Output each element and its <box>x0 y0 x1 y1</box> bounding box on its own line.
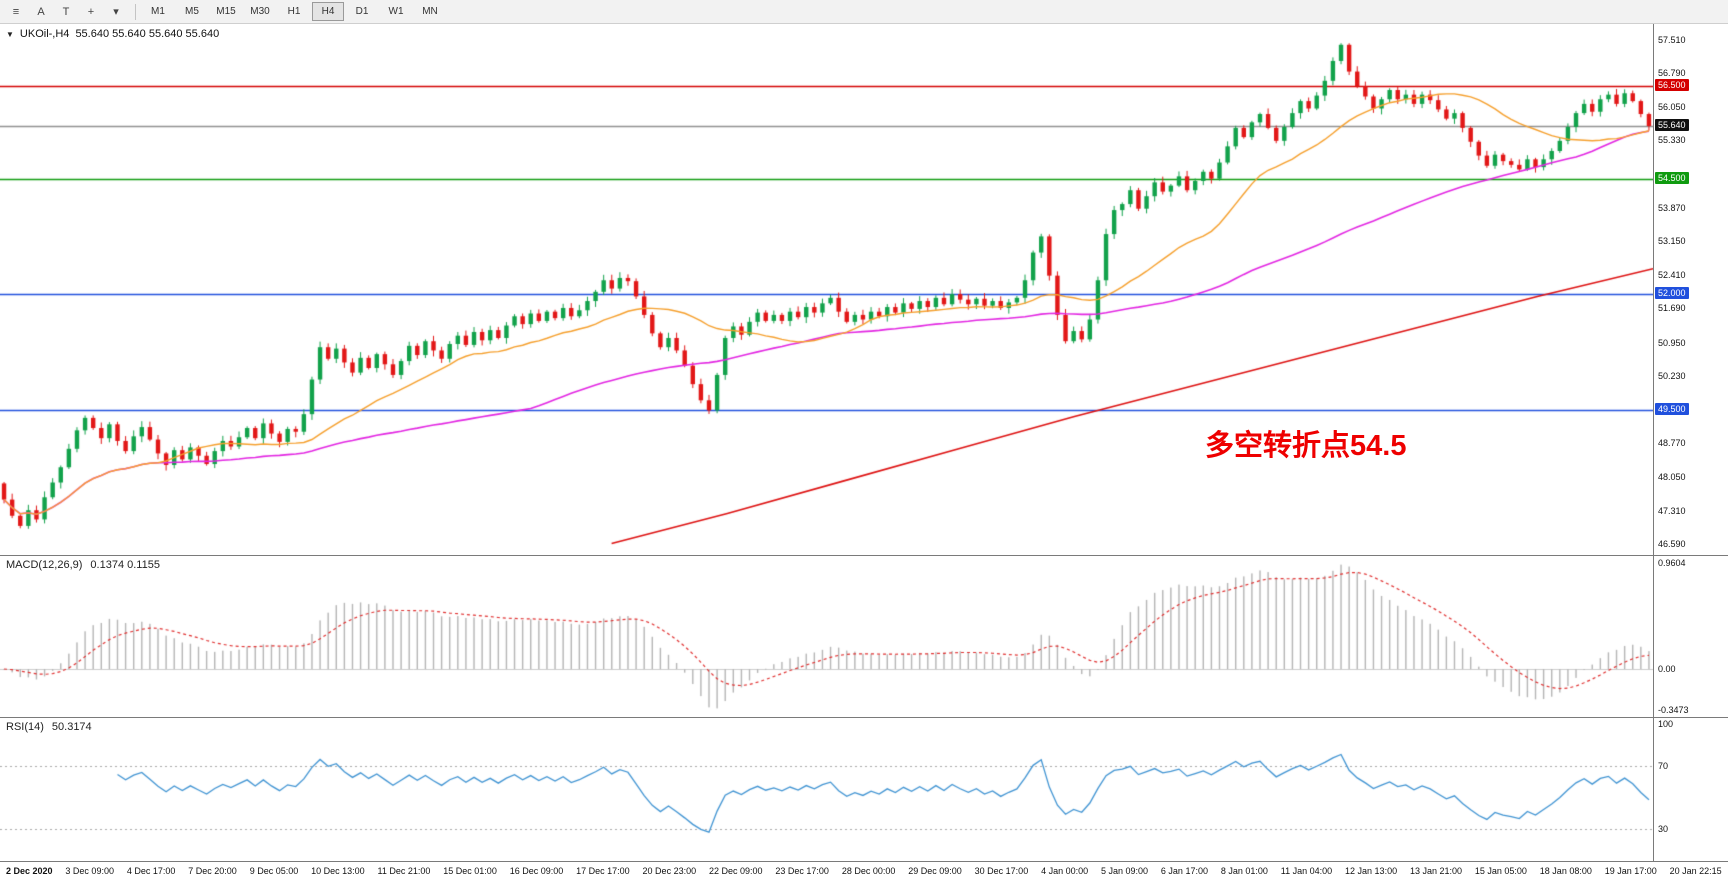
price-tick-label: 53.870 <box>1658 202 1686 213</box>
price-tick-label: 51.690 <box>1658 303 1686 314</box>
price-tick-label: 50.230 <box>1658 370 1686 381</box>
text-tool-icon[interactable]: T <box>62 5 70 18</box>
tools-dropdown-icon[interactable]: ▾ <box>113 6 119 18</box>
time-axis-label: 29 Dec 09:00 <box>908 866 962 876</box>
timeframe-button-m15[interactable]: M15 <box>216 6 236 17</box>
price-tick-label: 56.790 <box>1658 67 1686 78</box>
time-axis-label: 4 Dec 17:00 <box>126 866 176 876</box>
crosshair-icon[interactable]: + <box>87 5 95 18</box>
macd-axis-zero-label: 0.00 <box>1658 664 1676 675</box>
price-tick-label: 50.950 <box>1658 337 1686 348</box>
main-chart-panel: ▼ UKOil-,H4 55.640 55.640 55.640 55.640 … <box>0 24 1728 556</box>
time-axis-label: 9 Dec 05:00 <box>249 866 299 876</box>
timeframe-button-m30[interactable]: M30 <box>250 6 270 17</box>
price-tick-label: 47.310 <box>1658 505 1686 516</box>
macd-values: 0.1374 0.1155 <box>90 559 160 571</box>
time-axis-label: 20 Jan 22:15 <box>1669 866 1722 876</box>
toolbar: ≡ A T + ▾ M1 M5 M15 M30 H1 H4 D1 W1 MN <box>0 0 1728 24</box>
macd-scale[interactable]: 0.9604 0.00 -0.3473 <box>1653 556 1728 717</box>
timeframe-button-group: M1 M5 M15 M30 H1 H4 D1 W1 MN <box>142 2 448 21</box>
time-axis-label: 5 Jan 09:00 <box>1101 866 1149 876</box>
timeframe-button-m1[interactable]: M1 <box>151 6 165 17</box>
collapse-triangle-icon[interactable]: ▼ <box>6 29 14 39</box>
time-axis-label: 4 Jan 00:00 <box>1041 866 1089 876</box>
price-level-badge: 55.640 <box>1655 119 1689 132</box>
price-tick-label: 57.510 <box>1658 34 1686 45</box>
cursor-mode-icon[interactable]: A <box>37 5 45 18</box>
price-tick-label: 55.330 <box>1658 135 1686 146</box>
symbol-title: UKOil-,H4 <box>19 28 70 40</box>
time-axis-label: 23 Dec 17:00 <box>775 866 829 876</box>
macd-indicator-canvas[interactable] <box>0 556 1653 717</box>
timeframe-button-w1[interactable]: W1 <box>388 6 404 17</box>
time-axis-label: 15 Jan 05:00 <box>1474 866 1527 876</box>
time-axis-label: 8 Jan 01:00 <box>1220 866 1268 876</box>
timeframe-button-d1[interactable]: D1 <box>355 6 369 17</box>
time-axis-label: 7 Dec 20:00 <box>188 866 237 876</box>
time-axis[interactable]: 2 Dec 2020 3 Dec 09:00 4 Dec 17:00 7 Dec 20… <box>0 862 1728 895</box>
time-axis-label: 11 Jan 04:00 <box>1280 866 1333 876</box>
ohlc-readout: 55.640 55.640 55.640 55.640 <box>75 28 220 40</box>
rsi-value: 50.3174 <box>51 721 92 733</box>
macd-label: MACD(12,26,9) 0.1374 0.1155 <box>6 559 160 571</box>
price-tick-label: 48.050 <box>1658 471 1686 482</box>
rsi-axis-100-label: 100 <box>1658 719 1674 729</box>
time-axis-label: 10 Dec 13:00 <box>311 866 365 876</box>
annotation-text: 多空转折点54.5 <box>1205 430 1407 462</box>
timeframe-button-h4[interactable]: H4 <box>312 2 344 21</box>
time-axis-label: 30 Dec 17:00 <box>974 866 1029 876</box>
rsi-label: RSI(14) 50.3174 <box>6 721 92 733</box>
rsi-name: RSI(14) <box>6 721 44 733</box>
macd-axis-max-label: 0.9604 <box>1658 558 1686 568</box>
time-axis-label: 13 Jan 21:00 <box>1409 866 1462 876</box>
price-tick-label: 53.150 <box>1658 236 1686 247</box>
time-axis-label: 28 Dec 00:00 <box>841 866 896 876</box>
price-tick-label: 48.770 <box>1658 438 1686 449</box>
rsi-panel: RSI(14) 50.3174 100 70 30 <box>0 718 1728 862</box>
time-axis-label: 3 Dec 09:00 <box>65 866 114 876</box>
macd-name: MACD(12,26,9) <box>6 559 83 571</box>
price-level-badge: 54.500 <box>1655 171 1689 184</box>
rsi-indicator-canvas[interactable] <box>0 718 1653 861</box>
price-chart-canvas[interactable] <box>0 24 1653 555</box>
price-level-badge: 49.500 <box>1655 402 1689 415</box>
macd-panel: MACD(12,26,9) 0.1374 0.1155 0.9604 0.00 -0… <box>0 556 1728 718</box>
time-axis-label: 12 Jan 13:00 <box>1345 866 1398 876</box>
time-axis-label: 19 Jan 17:00 <box>1604 866 1657 876</box>
rsi-scale[interactable]: 100 70 30 <box>1653 718 1728 861</box>
rsi-axis-30-label: 30 <box>1658 824 1669 835</box>
rsi-axis-70-label: 70 <box>1658 760 1669 771</box>
time-axis-label: 6 Jan 17:00 <box>1160 866 1208 876</box>
price-tick-label: 56.050 <box>1658 102 1686 113</box>
timeframe-button-h1[interactable]: H1 <box>287 6 301 17</box>
time-axis-label: 16 Dec 09:00 <box>509 866 564 876</box>
timeframe-button-mn[interactable]: MN <box>422 6 438 17</box>
time-axis-label: 18 Jan 08:00 <box>1539 866 1592 876</box>
timeframe-button-m5[interactable]: M5 <box>185 6 199 17</box>
price-tick-label: 52.410 <box>1658 270 1686 281</box>
price-level-badge: 52.000 <box>1655 287 1689 300</box>
time-axis-label: 11 Dec 21:00 <box>377 866 431 876</box>
time-axis-label: 22 Dec 09:00 <box>708 866 763 876</box>
chart-header: ▼ UKOil-,H4 55.640 55.640 55.640 55.640 <box>6 28 219 40</box>
toolbar-separator <box>135 3 136 20</box>
macd-axis-min-label: -0.3473 <box>1658 705 1689 715</box>
chart-list-icon[interactable]: ≡ <box>12 5 20 18</box>
toolbar-icon-group: ≡ A T + ▾ <box>4 2 129 22</box>
time-axis-label: 15 Dec 01:00 <box>443 866 497 876</box>
price-level-badge: 56.500 <box>1655 79 1689 92</box>
time-axis-label: 2 Dec 2020 <box>6 866 53 876</box>
price-tick-label: 46.590 <box>1658 538 1686 549</box>
time-axis-label: 17 Dec 17:00 <box>576 866 630 876</box>
time-axis-label: 20 Dec 23:00 <box>642 866 697 876</box>
price-scale[interactable]: 57.510 56.790 56.050 55.330 53.870 53.150 52.4… <box>1653 24 1728 555</box>
